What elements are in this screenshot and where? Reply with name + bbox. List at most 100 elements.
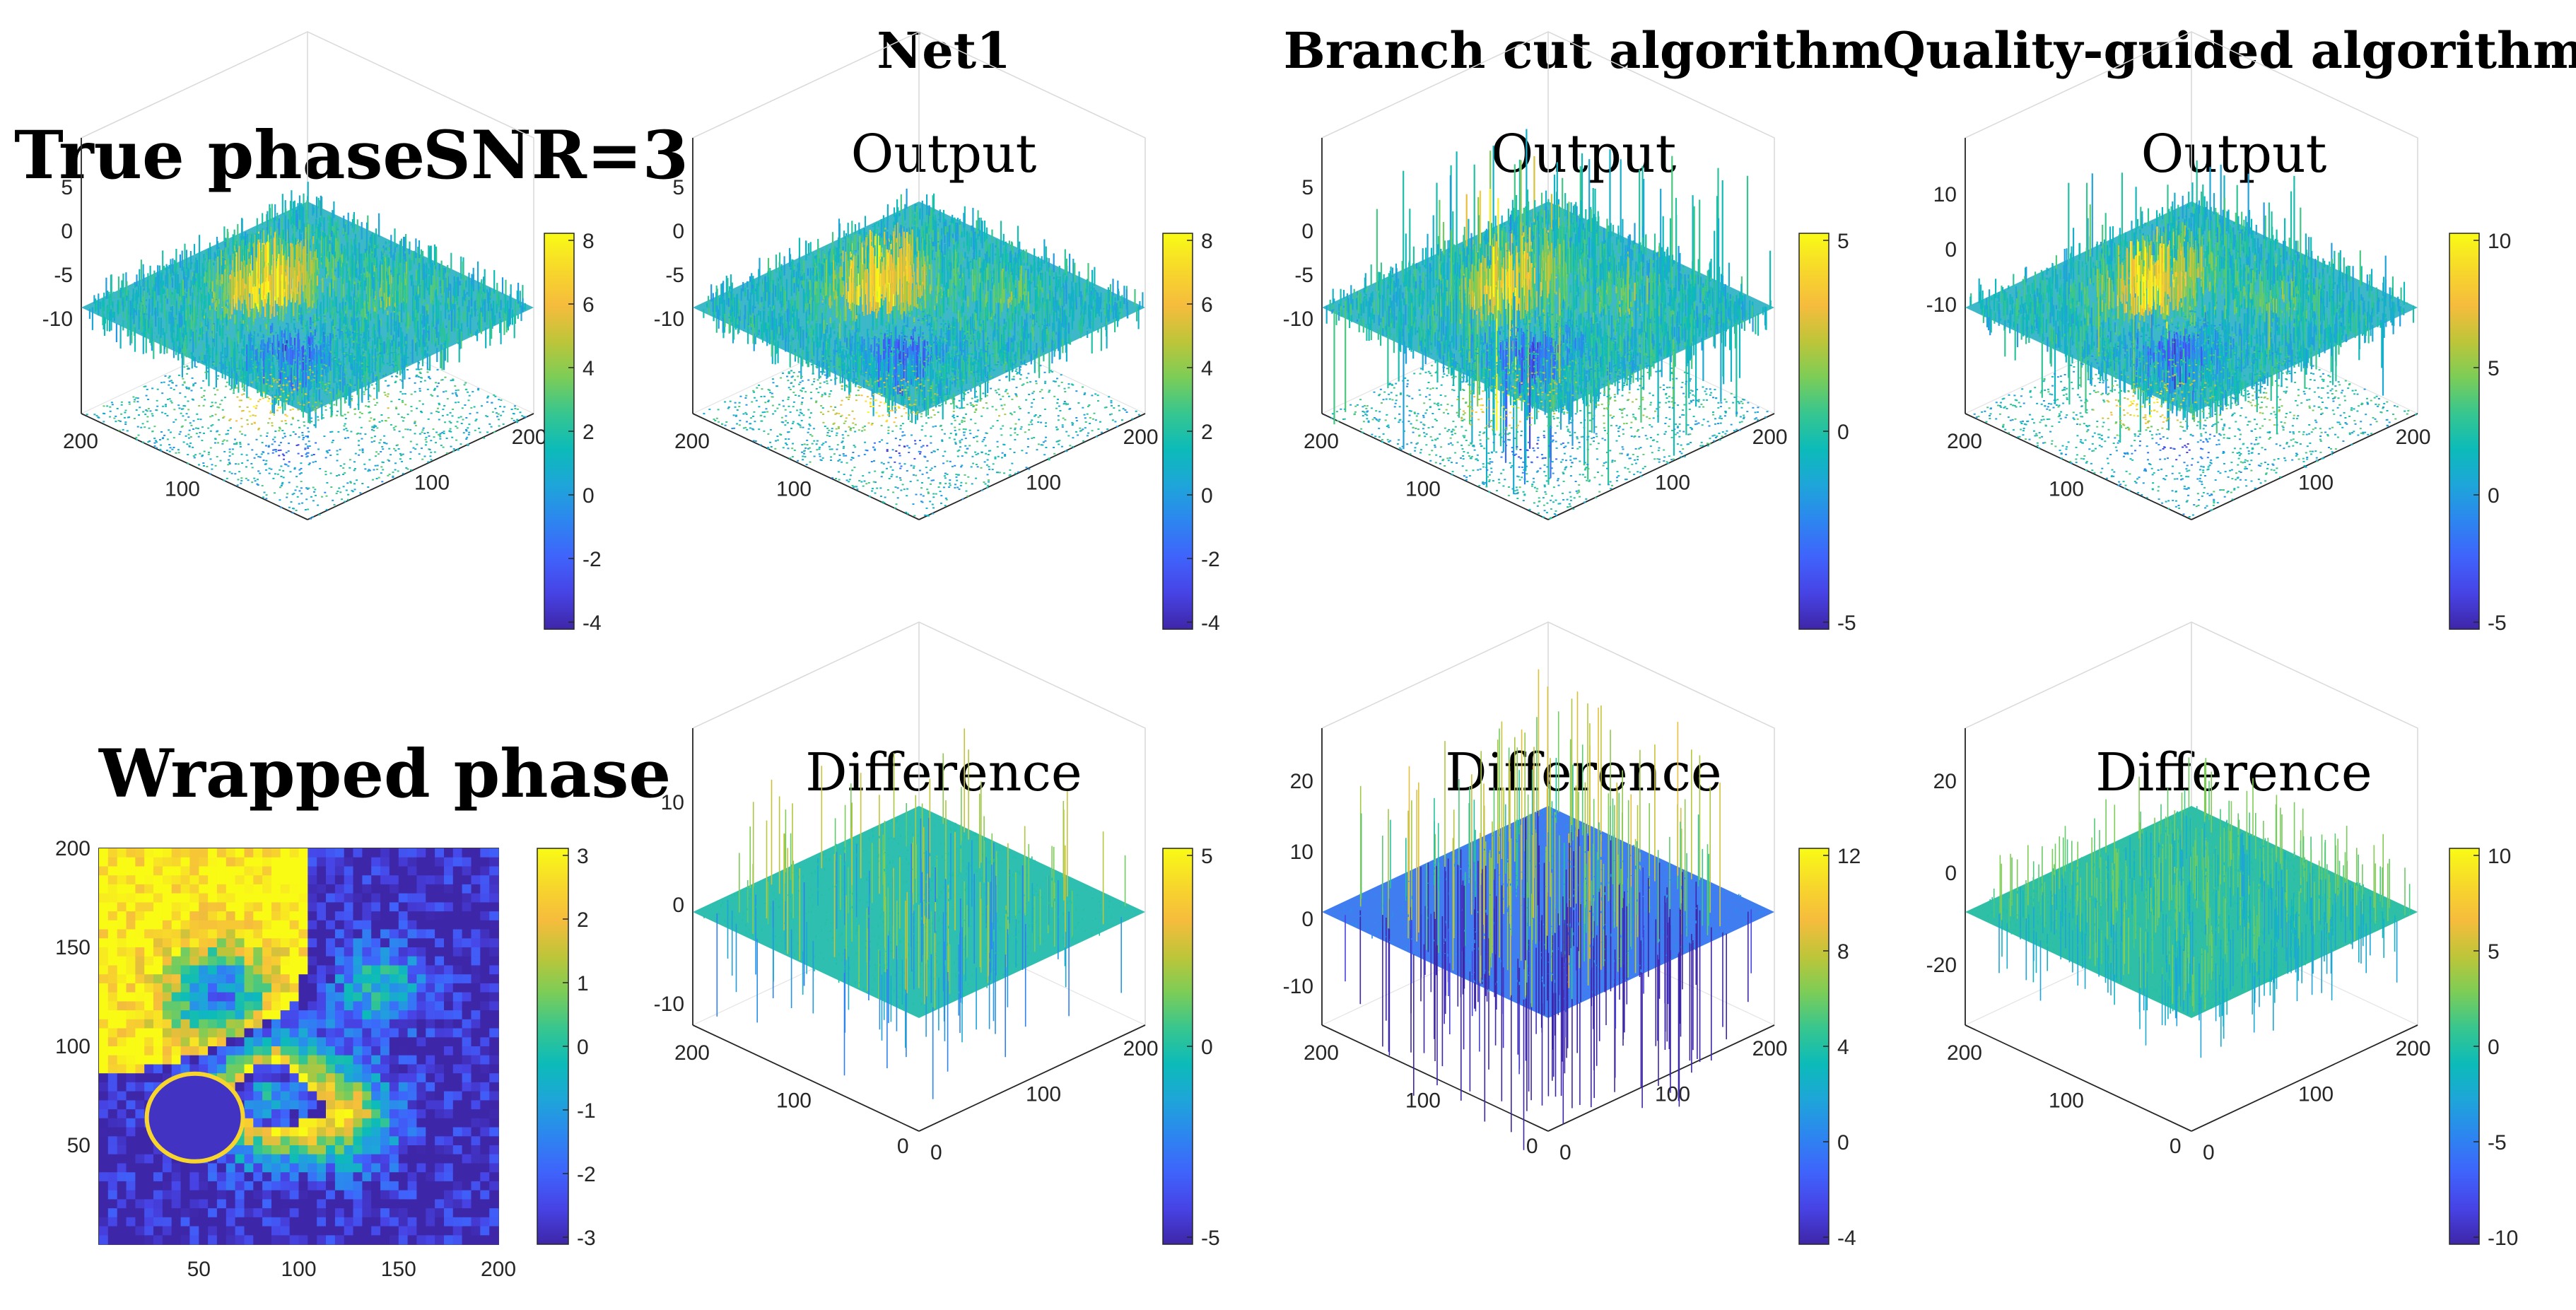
- wrapped-phase-pixel: [216, 947, 227, 957]
- true-phase-floor-dot: [272, 477, 275, 479]
- true-phase-floor-dot: [305, 487, 308, 489]
- true-phase-floor-dot: [410, 406, 413, 408]
- wrapped-phase-pixel: [235, 1145, 245, 1155]
- wrapped-phase-pixel: [226, 1217, 236, 1227]
- true-phase-floor-dot: [228, 448, 231, 450]
- wrapped-phase-x-tick-label: 100: [281, 1258, 316, 1281]
- true-phase-floor-dot: [361, 362, 363, 364]
- true-phase-floor-dot: [222, 417, 225, 419]
- wrapped-phase-pixel: [117, 1136, 127, 1146]
- wrapped-phase-pixel: [135, 1217, 145, 1227]
- true-phase-floor-dot: [221, 440, 224, 443]
- true-phase-floor-dot: [395, 407, 397, 409]
- true-phase-x-tick-label: 200: [512, 426, 547, 449]
- true-phase-floor-dot: [337, 364, 339, 366]
- wrapped-phase-pixel: [189, 920, 199, 930]
- wrapped-phase-pixel: [271, 1082, 281, 1092]
- wrapped-phase-pixel: [171, 938, 182, 948]
- true-phase-floor-dot: [272, 355, 275, 357]
- true-phase-floor-dot: [401, 416, 404, 418]
- true-phase-floor-dot: [326, 382, 329, 385]
- true-phase-floor-dot: [228, 419, 231, 421]
- wrapped-phase-pixel: [262, 1073, 272, 1083]
- wrapped-phase-pixel: [235, 1064, 245, 1074]
- true-phase-floor-dot: [212, 361, 215, 363]
- wrapped-phase-pixel: [271, 1064, 281, 1074]
- wrapped-phase-pixel: [162, 1046, 172, 1056]
- wrapped-phase-pixel: [126, 1235, 136, 1245]
- true-phase-floor-dot: [283, 458, 285, 460]
- true-phase-floor-dot: [306, 435, 309, 437]
- wrapped-phase-pixel: [253, 1028, 263, 1038]
- true-phase-floor-dot: [349, 383, 351, 385]
- true-phase-floor-dot: [282, 390, 285, 392]
- wrapped-phase-pixel: [189, 974, 199, 984]
- wrapped-phase-pixel: [208, 1064, 218, 1074]
- wrapped-phase-pixel: [199, 1172, 209, 1182]
- true-phase-floor-dot: [394, 450, 397, 452]
- true-phase-floor-dot: [271, 443, 274, 445]
- true-phase-floor-dot: [377, 476, 380, 479]
- wrapped-phase-pixel: [180, 1181, 190, 1191]
- true-phase-floor-dot: [398, 399, 401, 400]
- wrapped-phase-pixel: [153, 1064, 163, 1074]
- true-phase-floor-dot: [209, 458, 212, 460]
- wrapped-phase-pixel: [235, 1172, 245, 1182]
- wrapped-phase-pixel: [189, 1028, 199, 1038]
- true-phase-floor-dot: [487, 395, 490, 397]
- true-phase-floor-dot: [103, 421, 105, 423]
- true-phase-floor-dot: [201, 361, 204, 363]
- true-phase-floor-dot: [438, 433, 440, 435]
- wrapped-phase-pixel: [199, 1235, 209, 1245]
- true-phase-floor-dot: [474, 429, 476, 431]
- true-phase-floor-dot: [292, 431, 295, 433]
- wrapped-phase-pixel: [262, 1037, 272, 1047]
- true-phase-floor-dot: [359, 492, 362, 494]
- true-phase-floor-dot: [368, 420, 371, 422]
- wrapped-phase-pixel: [153, 920, 163, 930]
- wrapped-phase-pixel: [244, 1109, 254, 1119]
- true-phase-floor-dot: [336, 329, 339, 331]
- wrapped-phase-pixel: [189, 956, 199, 966]
- true-phase-floor-dot: [418, 371, 421, 373]
- true-phase-floor-dot: [353, 374, 356, 376]
- wrapped-phase-pixel: [107, 1037, 118, 1047]
- true-phase-floor-dot: [286, 398, 288, 400]
- wrapped-phase-pixel: [226, 929, 236, 939]
- true-phase-floor-dot: [240, 433, 243, 435]
- true-phase-floor-dot: [240, 482, 242, 484]
- wrapped-phase-pixel: [99, 1100, 109, 1110]
- true-phase-floor-dot: [336, 386, 339, 388]
- wrapped-phase-pixel: [171, 866, 182, 876]
- wrapped-phase-pixel: [135, 902, 145, 912]
- true-phase-floor-dot: [265, 494, 268, 496]
- true-phase-floor-dot: [206, 466, 209, 467]
- subtitle-output-quality: Output: [2141, 124, 2327, 185]
- wrapped-phase-pixel: [216, 965, 227, 975]
- true-phase-floor-dot: [399, 391, 402, 393]
- true-phase-floor-dot: [286, 493, 289, 495]
- true-phase-floor-dot: [312, 393, 315, 395]
- true-phase-floor-dot: [274, 363, 277, 365]
- true-phase-floor-dot: [455, 392, 457, 394]
- true-phase-floor-dot: [319, 468, 322, 469]
- true-phase-floor-dot: [182, 384, 185, 386]
- wrapped-phase-pixel: [117, 866, 127, 876]
- true-phase-floor-dot: [270, 333, 273, 335]
- wrapped-phase-pixel: [216, 938, 227, 948]
- true-phase-floor-dot: [437, 411, 440, 413]
- wrapped-phase-pixel: [135, 893, 145, 903]
- true-phase-floor-dot: [272, 414, 275, 416]
- wrapped-phase-pixel: [126, 848, 136, 858]
- true-phase-floor-dot: [347, 437, 350, 439]
- wrapped-phase-pixel: [262, 947, 272, 957]
- true-phase-floor-dot: [462, 419, 464, 421]
- true-phase-floor-dot: [295, 486, 298, 488]
- true-phase-floor-dot: [423, 380, 426, 382]
- true-phase-floor-dot: [265, 469, 267, 471]
- true-phase-floor-dot: [338, 487, 341, 489]
- wrapped-phase-pixel: [135, 992, 145, 1002]
- wrapped-phase-pixel: [271, 893, 281, 903]
- true-phase-floor-dot: [236, 484, 239, 486]
- wrapped-phase-pixel: [244, 1046, 254, 1056]
